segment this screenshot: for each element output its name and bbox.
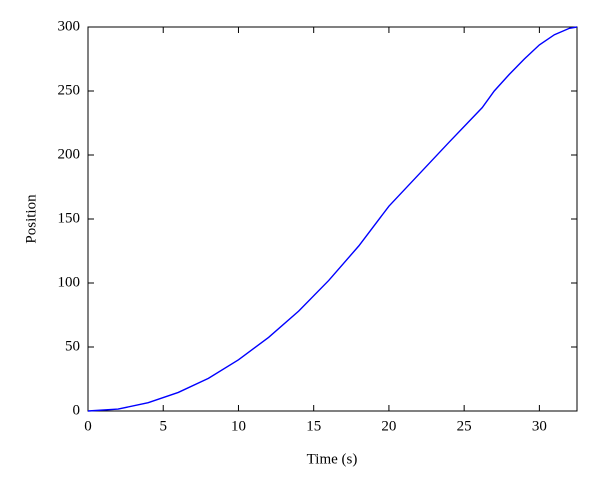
y-tick-label: 50 xyxy=(65,338,80,354)
x-tick-label: 10 xyxy=(231,418,246,434)
y-tick-label: 250 xyxy=(58,82,81,98)
y-tick-label: 100 xyxy=(58,274,81,290)
y-tick-label: 300 xyxy=(58,18,81,34)
x-tick-label: 25 xyxy=(457,418,472,434)
x-tick-label: 5 xyxy=(159,418,167,434)
plot-frame xyxy=(87,26,578,412)
y-axis-label: Position xyxy=(23,194,39,244)
y-tick-label: 200 xyxy=(58,146,81,162)
x-tick-label: 15 xyxy=(306,418,321,434)
y-tick-label: 150 xyxy=(58,210,81,226)
x-axis-label: Time (s) xyxy=(307,451,358,467)
x-tick-label: 30 xyxy=(532,418,547,434)
x-tick-label: 20 xyxy=(381,418,396,434)
y-tick-label: 0 xyxy=(73,402,81,418)
data-line xyxy=(87,26,578,412)
x-tick-label: 0 xyxy=(84,418,92,434)
